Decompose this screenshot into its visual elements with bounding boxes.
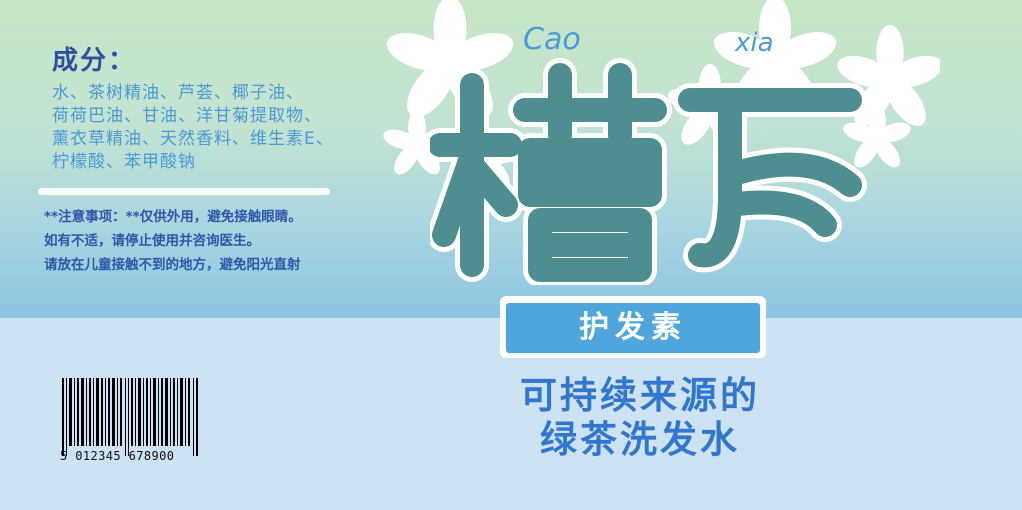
caution-line: 如有不适，请停止使用并咨询医生。 (44, 233, 260, 249)
caution-line: **注意事项：**仅供外用，避免接触眼睛。 (44, 209, 302, 225)
ingredients-line: 柠檬酸、苯甲酸钠 (52, 152, 196, 172)
tagline: 可持续来源的 绿茶洗发水 (490, 374, 790, 462)
pinyin-xia: xia (735, 28, 774, 58)
ingredients-title: 成分： (52, 46, 137, 76)
ingredients-line: 荷荷巴油、甘油、洋甘菊提取物、 (52, 106, 322, 126)
barcode (62, 378, 198, 456)
ingredients-line: 水、茶树精油、芦荟、椰子油、 (52, 83, 304, 103)
ingredients-line: 薰衣草精油、天然香料、维生素E、 (52, 129, 334, 149)
caution-text: **注意事项：**仅供外用，避免接触眼睛。 如有不适，请停止使用并咨询医生。 请… (44, 205, 344, 277)
product-type-label: 护发素 (506, 303, 760, 353)
brand-logo (430, 58, 867, 285)
barcode-number: 5 012345 678900 (60, 449, 175, 463)
tagline-line-2: 绿茶洗发水 (540, 418, 740, 461)
ingredients-list: 水、茶树精油、芦荟、椰子油、 荷荷巴油、甘油、洋甘菊提取物、 薰衣草精油、天然香… (52, 82, 334, 174)
pinyin-cao: Cao (523, 22, 581, 57)
caution-line: 请放在儿童接触不到的地方，避免阳光直射 (44, 257, 301, 273)
divider (38, 188, 330, 195)
tagline-line-1: 可持续来源的 (520, 374, 760, 417)
